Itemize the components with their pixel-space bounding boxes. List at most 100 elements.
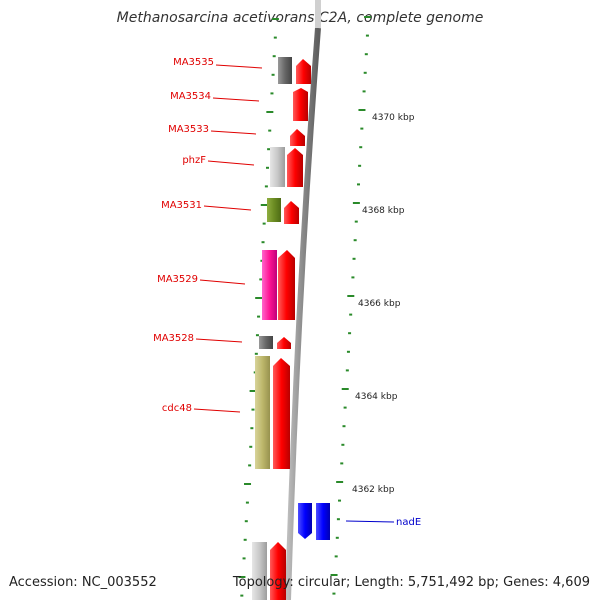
inner-tick: [255, 297, 263, 299]
inner-tick: [248, 464, 252, 467]
inner-tick: [255, 334, 259, 337]
outer-tick: [334, 555, 338, 558]
leader-line-ma3534: [212, 97, 260, 102]
outer-tick: [364, 53, 368, 56]
inner-tick: [271, 73, 275, 76]
gene-feature-ma3533: [290, 129, 305, 146]
outer-tick: [356, 183, 360, 186]
gene-feature-ma3529-mate: [262, 250, 277, 320]
outer-tick: [338, 499, 342, 502]
gene-labels: MA3535 MA3534 MA3533 phzF MA3531 MA3529 …: [153, 57, 421, 528]
gene-feature-nade-b: [316, 503, 330, 540]
inner-tick: [251, 408, 255, 411]
leader-line-ma3533: [210, 130, 257, 135]
outer-tick: [349, 313, 353, 316]
tick-marks: [238, 16, 372, 597]
outer-tick: [347, 295, 355, 297]
outer-tick: [358, 164, 362, 167]
gene-feature-ma3529: [278, 250, 295, 320]
gene-label-ma3531: MA3531: [161, 200, 202, 211]
outer-tick: [348, 332, 352, 335]
map-title: Methanosarcina acetivorans C2A, complete…: [116, 10, 484, 26]
outer-tick: [341, 388, 349, 390]
gene-feature-ma3531: [284, 201, 299, 224]
gene-feature-ma3535: [296, 59, 311, 84]
leader-line-nade: [345, 520, 395, 523]
outer-tick: [352, 257, 356, 260]
leader-line-cdc48: [193, 408, 241, 413]
gene-label-cdc48: cdc48: [162, 403, 192, 414]
gene-label-ma3535: MA3535: [173, 57, 214, 68]
inner-tick: [267, 148, 271, 151]
gene-feature-cdc48: [273, 358, 290, 469]
leader-line-ma3535: [215, 64, 263, 69]
outer-tick: [332, 592, 336, 595]
inner-tick: [257, 315, 261, 318]
gene-label-nade: nadE: [396, 517, 421, 528]
outer-tick: [336, 518, 340, 521]
outer-tick: [352, 202, 360, 204]
gene-label-ma3528: MA3528: [153, 333, 194, 344]
gene-feature-ma3528: [277, 337, 291, 349]
gene-feature-ma3534: [293, 88, 308, 121]
inner-tick: [259, 278, 263, 281]
gene-label-phzf: phzF: [182, 155, 206, 166]
outer-tick: [362, 90, 366, 93]
outer-tick: [335, 536, 339, 539]
gene-label-ma3534: MA3534: [170, 91, 211, 102]
genome-backbone: [285, 27, 321, 600]
outer-tick: [340, 462, 344, 465]
leader-line-ma3529: [199, 279, 246, 285]
gene-feature-ma3535-mate: [278, 57, 292, 84]
outer-tick: [364, 16, 372, 18]
leader-line-ma3531: [203, 205, 252, 211]
inner-tick: [268, 129, 272, 132]
outer-tick: [351, 276, 355, 279]
outer-tick: [336, 481, 344, 483]
gene-feature-phzf: [287, 148, 303, 187]
inner-tick: [249, 390, 257, 392]
outer-tick: [363, 71, 367, 74]
outer-tick: [342, 425, 346, 428]
leader-line-ma3528: [195, 338, 243, 343]
gene-feature-phzf-mate: [270, 147, 285, 187]
scale-label-4362: 4362 kbp: [352, 485, 395, 495]
gene-feature-cdc48-mate: [255, 356, 270, 469]
gene-feature-bottom: [270, 542, 286, 600]
inner-tick: [261, 241, 265, 244]
inner-tick: [240, 594, 244, 597]
inner-tick: [260, 259, 264, 262]
outer-tick: [341, 443, 345, 446]
inner-tick: [249, 445, 253, 448]
inner-tick: [243, 538, 247, 541]
outer-tick: [358, 109, 366, 111]
inner-tick: [262, 222, 266, 225]
inner-tick: [244, 483, 252, 485]
gene-feature-bottom-mate: [252, 542, 267, 600]
inner-tick: [238, 576, 246, 578]
outer-tick: [330, 574, 338, 576]
scale-label-4370: 4370 kbp: [372, 113, 415, 123]
gene-feature-ma3528-mate: [259, 336, 273, 349]
outer-tick: [360, 127, 364, 130]
inner-tick: [264, 185, 268, 188]
scale-label-4364: 4364 kbp: [355, 392, 398, 402]
outer-tick: [365, 34, 369, 37]
outer-tick: [353, 239, 357, 242]
inner-tick: [254, 352, 258, 355]
gene-feature-nade-a: [298, 503, 312, 539]
scale-label-4368: 4368 kbp: [362, 206, 405, 216]
topology-label: Topology: circular; Length: 5,751,492 bp…: [232, 575, 590, 590]
gene-label-ma3529: MA3529: [157, 274, 198, 285]
inner-tick: [265, 166, 269, 169]
leader-line-phzf: [207, 160, 255, 166]
inner-tick: [266, 111, 274, 113]
inner-tick: [260, 204, 268, 206]
inner-tick: [271, 18, 279, 20]
accession-label: Accession: NC_003552: [9, 575, 157, 590]
gene-features: [252, 57, 330, 600]
scale-label-4366: 4366 kbp: [358, 299, 401, 309]
inner-tick: [273, 36, 277, 39]
